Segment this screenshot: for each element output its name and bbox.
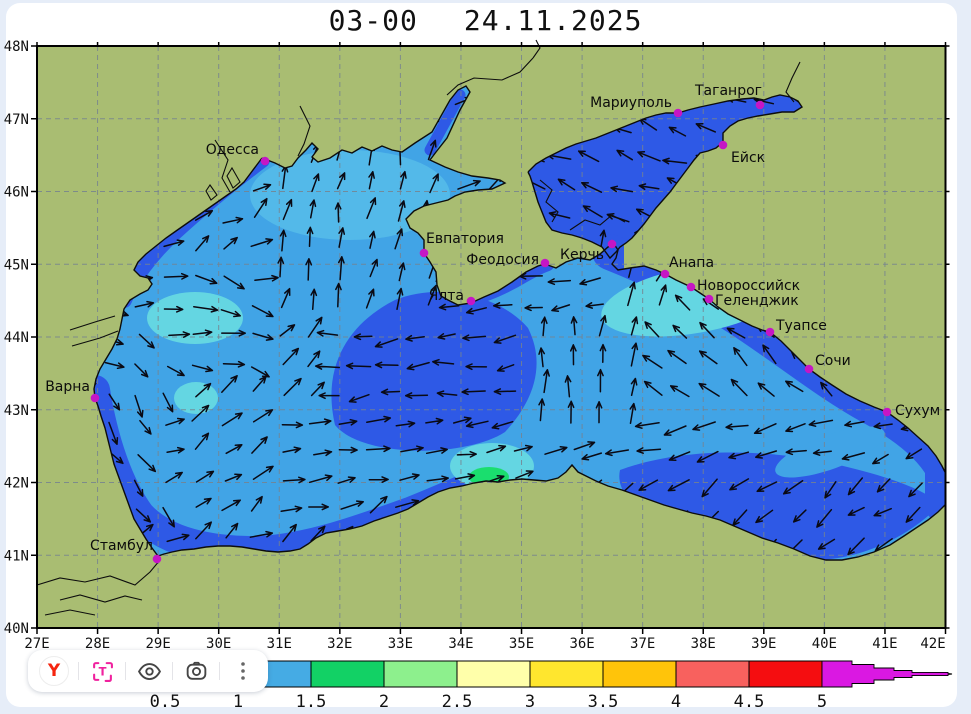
colorbar-segment	[749, 661, 822, 687]
lon-tick-label: 38E	[691, 636, 716, 652]
yandex-logo-glyph: Y	[48, 661, 60, 681]
city-dot	[766, 328, 775, 337]
colorbar-tick-label: 4.5	[734, 692, 765, 712]
colorbar-tick-label: 3.5	[588, 692, 619, 712]
colorbar-tick-label: 1.5	[296, 692, 327, 712]
colorbar-segment	[311, 661, 384, 687]
city-dot	[674, 109, 683, 118]
lon-tick-label: 35E	[509, 636, 534, 652]
yandex-logo[interactable]: Y	[39, 656, 69, 686]
colorbar-tick-label: 0.5	[150, 692, 181, 712]
extension-toolbar: Y T	[28, 650, 268, 692]
city-label: Геленджик	[715, 293, 799, 309]
city-label: Евпатория	[426, 231, 504, 247]
map-plot-area: Одесса Мариуполь Таганрог Ейск Евпатория Феод…	[4, 39, 950, 652]
city-label: Керчь	[560, 247, 604, 263]
city-label: Одесса	[206, 142, 259, 158]
lon-tick-label: 32E	[327, 636, 352, 652]
lon-tick-label: 42E	[920, 636, 945, 652]
city-dot	[687, 283, 696, 292]
city-label: Варна	[45, 379, 90, 395]
city-dot	[756, 101, 765, 110]
colorbar-tick-label: 3	[525, 692, 535, 712]
lon-tick-label: 34E	[448, 636, 473, 652]
colorbar-segment	[676, 661, 749, 687]
city-dot	[261, 157, 270, 166]
toolbar-divider	[172, 662, 173, 680]
city-label: Анапа	[669, 255, 714, 271]
city-label: Ейск	[731, 150, 765, 166]
colorbar-tick-label: 2	[379, 692, 389, 712]
lon-tick-label: 39E	[751, 636, 776, 652]
city-label: Сухум	[895, 403, 940, 419]
city-dot	[91, 394, 100, 403]
city-dot	[153, 555, 162, 564]
screenshot-icon[interactable]	[182, 657, 210, 685]
eye-icon[interactable]	[135, 657, 163, 685]
colorbar-segment	[384, 661, 457, 687]
svg-text:T: T	[98, 664, 106, 678]
colorbar-segment	[603, 661, 676, 687]
toolbar-divider	[125, 662, 126, 680]
toolbar-divider	[219, 662, 220, 680]
city-label: Сочи	[815, 353, 851, 369]
kebab-menu-icon[interactable]	[229, 657, 257, 685]
toolbar-divider	[78, 662, 79, 680]
lon-tick-label: 37E	[630, 636, 655, 652]
lon-tick-label: 36E	[569, 636, 594, 652]
translate-icon[interactable]: T	[88, 657, 116, 685]
city-dot	[541, 259, 550, 268]
colorbar-tick-label: 5	[817, 692, 827, 712]
colorbar-tick-label: 2.5	[442, 692, 473, 712]
city-dot	[420, 249, 429, 258]
city-label: Феодосия	[466, 252, 539, 268]
city-label: Мариуполь	[590, 95, 672, 111]
city-dot	[661, 270, 670, 279]
lat-tick-label: 48N	[4, 39, 29, 55]
lat-tick-label: 40N	[4, 621, 29, 637]
colorbar-tick-label: 4	[671, 692, 681, 712]
city-dot	[805, 365, 814, 374]
lat-tick-label: 42N	[4, 476, 29, 492]
lon-tick-label: 41E	[872, 636, 897, 652]
city-label: Новороссийск	[697, 278, 800, 294]
colorbar-overflow-arrow	[822, 661, 952, 687]
lat-tick-label: 46N	[4, 185, 29, 201]
colorbar-tick-label: 1	[233, 692, 243, 712]
lon-tick-label: 31E	[267, 636, 292, 652]
city-dot	[467, 297, 476, 306]
city-label: Ялта	[429, 288, 464, 304]
city-label: Стамбул	[90, 538, 153, 554]
city-dot	[608, 240, 617, 249]
lat-tick-label: 44N	[4, 330, 29, 346]
lat-tick-label: 45N	[4, 257, 29, 273]
map-canvas: Одесса Мариуполь Таганрог Ейск Евпатория Феод…	[0, 0, 971, 714]
lon-tick-label: 40E	[812, 636, 837, 652]
city-dot	[719, 141, 728, 150]
city-label: Туапсе	[775, 318, 827, 334]
colorbar-segment	[530, 661, 603, 687]
colorbar-segment	[457, 661, 530, 687]
lat-tick-label: 47N	[4, 112, 29, 128]
city-label: Таганрог	[694, 83, 762, 99]
lon-tick-label: 33E	[388, 636, 413, 652]
city-dot	[705, 295, 714, 304]
lat-tick-label: 43N	[4, 403, 29, 419]
city-dot	[883, 408, 892, 417]
lat-tick-label: 41N	[4, 548, 29, 564]
